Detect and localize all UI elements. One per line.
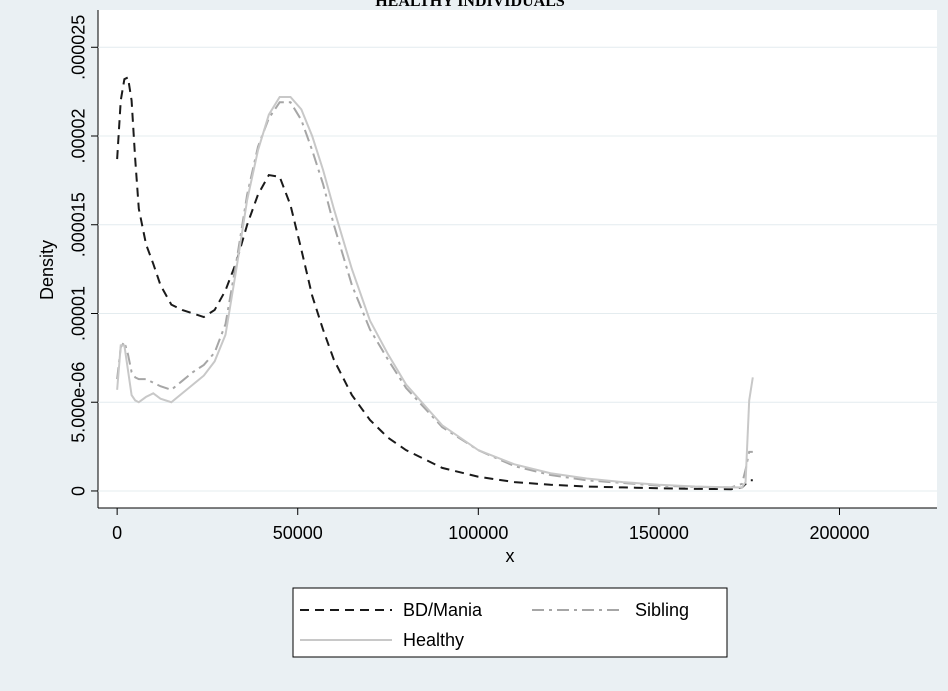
x-tick-label: 0 bbox=[112, 523, 122, 543]
legend bbox=[292, 587, 728, 658]
legend-label: Sibling bbox=[635, 600, 689, 620]
x-axis-label: x bbox=[506, 546, 515, 566]
y-tick-label: .000025 bbox=[69, 15, 89, 80]
plot-area bbox=[98, 10, 937, 508]
legend-label: BD/Mania bbox=[403, 600, 483, 620]
x-tick-label: 100000 bbox=[448, 523, 508, 543]
x-tick-label: 50000 bbox=[273, 523, 323, 543]
x-tick-label: 150000 bbox=[629, 523, 689, 543]
y-tick-label: 0 bbox=[69, 486, 89, 496]
y-tick-label: .00002 bbox=[69, 108, 89, 163]
y-tick-label: 5.000e-06 bbox=[69, 362, 89, 443]
x-tick-label: 200000 bbox=[809, 523, 869, 543]
legend-label: Healthy bbox=[403, 630, 464, 650]
y-axis-label: Density bbox=[37, 240, 57, 300]
y-tick-label: .000015 bbox=[69, 192, 89, 257]
density-line bbox=[116, 75, 753, 491]
y-tick-label: .00001 bbox=[69, 286, 89, 341]
density-line bbox=[116, 95, 754, 489]
chart-title: HEALTHY INDIVIDUALS bbox=[375, 0, 565, 10]
density-line bbox=[116, 101, 753, 489]
